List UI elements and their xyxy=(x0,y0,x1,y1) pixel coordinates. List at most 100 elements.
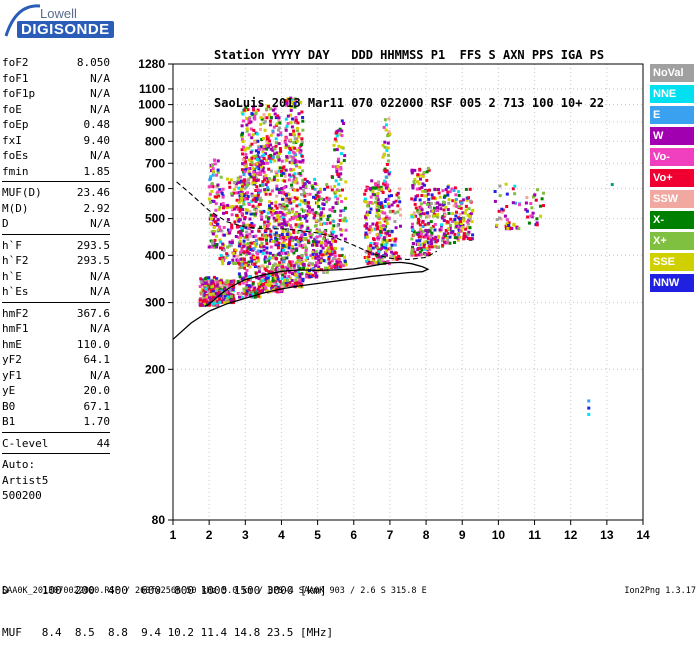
echo-point xyxy=(262,248,266,252)
echo-point xyxy=(243,186,247,190)
echo-point xyxy=(376,192,380,195)
echo-point xyxy=(289,224,292,228)
echo-point xyxy=(229,279,233,283)
echo-point xyxy=(418,167,422,171)
echo-point xyxy=(245,127,249,131)
echo-point xyxy=(298,165,302,169)
echo-point xyxy=(434,240,438,244)
echo-point xyxy=(303,177,307,181)
echo-point xyxy=(270,178,274,182)
echo-point xyxy=(380,205,384,209)
echo-point xyxy=(266,279,270,283)
echo-point xyxy=(381,144,385,147)
echo-point xyxy=(279,149,283,153)
echo-point xyxy=(247,133,251,137)
echo-point xyxy=(337,144,341,148)
echo-point xyxy=(259,225,262,229)
echo-point xyxy=(587,412,591,416)
echo-point xyxy=(281,244,285,247)
digisonde-logo: Lowell DIGISONDE xyxy=(0,0,114,50)
echo-point xyxy=(297,258,300,261)
echo-point xyxy=(271,279,275,283)
x-tick-label: 9 xyxy=(459,528,466,542)
echo-point xyxy=(305,270,309,273)
echo-point xyxy=(262,170,266,174)
echo-point xyxy=(247,226,251,230)
echo-point xyxy=(306,200,310,204)
echo-point xyxy=(291,117,295,121)
echo-point xyxy=(285,220,289,224)
echo-point xyxy=(262,157,266,161)
echo-point xyxy=(431,224,435,228)
echo-point xyxy=(204,287,208,291)
echo-point xyxy=(242,119,245,123)
echo-point xyxy=(251,154,255,158)
echo-point xyxy=(338,194,342,198)
echo-point xyxy=(313,213,317,217)
echo-point xyxy=(227,261,231,265)
echo-point xyxy=(328,240,331,244)
echo-point xyxy=(204,290,208,294)
echo-point xyxy=(240,168,244,172)
echo-point xyxy=(450,187,454,191)
echo-point xyxy=(257,203,261,206)
x-tick-label: 8 xyxy=(423,528,430,542)
echo-point xyxy=(216,159,220,163)
y-tick-label: 80 xyxy=(152,513,166,527)
echo-point xyxy=(255,251,259,255)
echo-point xyxy=(249,277,252,281)
echo-point xyxy=(375,210,379,214)
echo-point xyxy=(369,200,373,204)
echo-point xyxy=(231,283,235,286)
echo-point xyxy=(454,214,458,218)
echo-point xyxy=(257,150,260,154)
echo-point xyxy=(381,211,385,215)
echo-point xyxy=(241,140,245,144)
echo-point xyxy=(274,116,278,120)
echo-point xyxy=(286,279,290,283)
echo-point xyxy=(289,96,293,100)
echo-point xyxy=(468,187,472,191)
echo-point xyxy=(256,249,260,253)
echo-point xyxy=(211,218,215,222)
echo-point xyxy=(285,99,289,103)
echo-point xyxy=(398,200,402,204)
echo-point xyxy=(210,245,214,249)
legend-item: Vo- xyxy=(650,148,694,166)
echo-point xyxy=(261,237,265,241)
echo-point xyxy=(276,246,280,250)
echo-point xyxy=(231,258,235,262)
echo-point xyxy=(323,250,327,254)
echo-point xyxy=(262,113,266,117)
echo-point xyxy=(298,275,302,279)
echo-point xyxy=(248,115,252,119)
echo-point xyxy=(251,167,255,171)
echo-point xyxy=(426,192,430,196)
echo-point xyxy=(247,117,251,121)
echo-point xyxy=(265,257,269,261)
echo-point xyxy=(338,254,342,258)
echo-point xyxy=(316,191,320,195)
echo-point xyxy=(228,181,232,185)
echo-point xyxy=(200,303,204,307)
echo-point xyxy=(335,188,339,192)
echo-point xyxy=(218,188,222,192)
echo-point xyxy=(276,211,280,215)
echo-point xyxy=(235,258,239,262)
param-row: B1 1.70 xyxy=(2,414,110,430)
echo-point xyxy=(332,219,336,223)
echo-point xyxy=(259,189,263,193)
echo-point xyxy=(376,198,380,202)
echo-point xyxy=(398,256,402,260)
echo-point xyxy=(257,156,261,160)
echo-point xyxy=(450,231,454,235)
echo-point xyxy=(209,293,213,296)
echo-point xyxy=(247,158,251,162)
x-tick-label: 3 xyxy=(242,528,249,542)
echo-point xyxy=(240,148,244,152)
echo-point xyxy=(321,246,325,250)
echo-point xyxy=(343,259,347,263)
param-value: 2.92 xyxy=(83,201,111,215)
echo-point xyxy=(241,281,245,285)
echo-point xyxy=(289,226,293,230)
